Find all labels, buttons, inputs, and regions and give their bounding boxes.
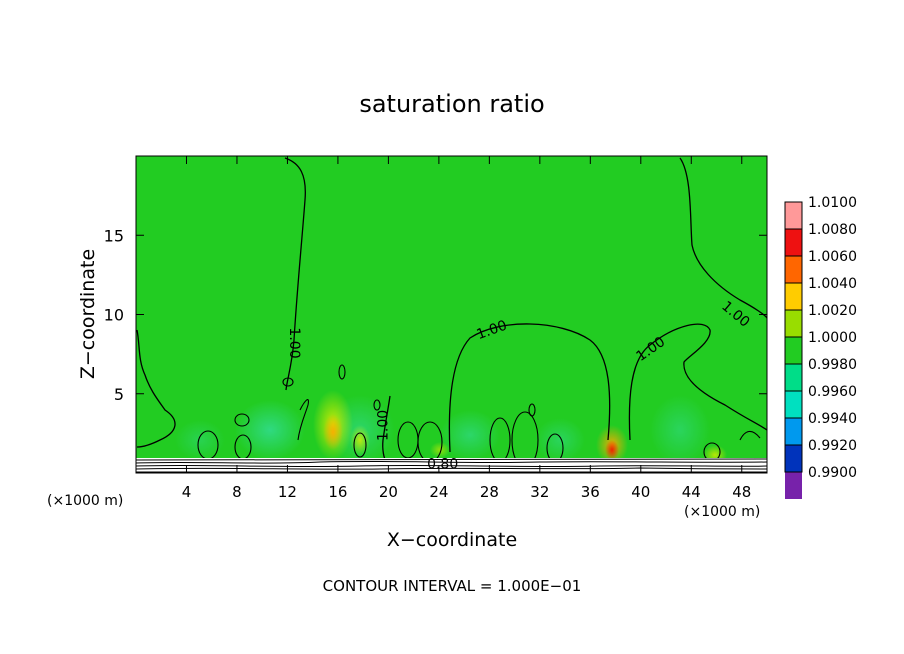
- x-tick-label: 4: [182, 483, 192, 501]
- colorbar-label: 1.0040: [808, 276, 857, 292]
- x-tick-label: 28: [480, 483, 499, 501]
- x-tick-label: 48: [732, 483, 751, 501]
- colorbar-label: 1.0000: [808, 330, 857, 346]
- x-unit-left: (×1000 m): [47, 493, 123, 509]
- contour-line: [297, 399, 309, 441]
- colorbar-swatch: [785, 391, 802, 418]
- x-unit-right: (×1000 m): [684, 504, 760, 520]
- colorbar-swatch: [785, 337, 802, 364]
- colorbar-swatch: [785, 310, 802, 337]
- colorbar-label: 1.0020: [808, 303, 857, 319]
- colorbar-swatch: [785, 472, 802, 499]
- colorbar-label: 0.9960: [808, 384, 857, 400]
- contour-line: [136, 467, 767, 470]
- colorbar-label: 0.9980: [808, 357, 857, 373]
- colorbar-label: 1.0100: [808, 195, 857, 211]
- contour-cell: [282, 377, 294, 387]
- contour-line: [136, 458, 767, 461]
- x-tick-label: 36: [581, 483, 600, 501]
- y-axis: 5 10 15: [104, 226, 767, 404]
- supersat-anomaly: [350, 425, 370, 455]
- plot-area: 1.00 1.001.001.001.000.80 4 8 12 16 20 24 28 32 3…: [104, 155, 768, 501]
- x-tick-label: 32: [530, 483, 549, 501]
- colorbar-label: 0.9900: [808, 465, 857, 481]
- contour-line: [136, 329, 176, 448]
- contour-line: [628, 323, 767, 441]
- contour-line: [284, 157, 306, 391]
- moist-anomaly: [440, 410, 500, 460]
- x-tick-label: 24: [429, 483, 448, 501]
- contour-label: 1.00: [375, 410, 391, 441]
- contour-line: [679, 157, 767, 319]
- moist-anomaly: [650, 395, 710, 465]
- supersat-anomaly: [430, 442, 450, 458]
- x-tick-label: 12: [278, 483, 297, 501]
- colorbar-swatch: [785, 418, 802, 445]
- moist-anomaly: [535, 418, 585, 462]
- x-axis-label: X−coordinate: [387, 529, 517, 551]
- x-axis: 4 8 12 16 20 24 28 32 36 40 44 48: [182, 156, 751, 501]
- x-tick-label: 40: [631, 483, 650, 501]
- y-axis-label: Z−coordinate: [77, 249, 99, 379]
- field-features: [136, 157, 767, 473]
- colorbar-swatch: [785, 229, 802, 256]
- colorbar-label: 1.0080: [808, 222, 857, 238]
- contour-cell: [373, 399, 381, 411]
- contour-line: [382, 395, 391, 463]
- contour-interval-note: CONTOUR INTERVAL = 1.000E−01: [323, 577, 582, 595]
- colorbar-label: 0.9940: [808, 411, 857, 427]
- contour-cell: [338, 364, 346, 380]
- contour-cell: [353, 432, 367, 458]
- contour-label: 0.80: [427, 456, 458, 472]
- contour-line: [448, 323, 611, 453]
- chart-title: saturation ratio: [359, 90, 544, 118]
- colorbar-swatch: [785, 364, 802, 391]
- supersat-anomaly: [323, 414, 343, 450]
- x-tick-label: 16: [328, 483, 347, 501]
- colorbar-swatch: [785, 283, 802, 310]
- x-tick-label: 8: [232, 483, 242, 501]
- colorbar-label: 1.0060: [808, 249, 857, 265]
- contour-label: 1.00: [286, 327, 302, 358]
- colorbar-swatch: [785, 256, 802, 283]
- contour-cell: [234, 413, 250, 427]
- contour-cell: [528, 403, 536, 417]
- y-tick-label: 5: [114, 385, 124, 404]
- moist-anomaly: [175, 420, 225, 460]
- contour-line: [136, 460, 767, 464]
- contour-line: [136, 464, 767, 468]
- x-tick-label: 44: [682, 483, 701, 501]
- supersat-anomaly: [605, 440, 619, 460]
- y-tick-label: 15: [104, 226, 124, 245]
- y-tick-label: 10: [104, 306, 124, 325]
- x-tick-label: 20: [379, 483, 398, 501]
- colorbar-label: 0.9920: [808, 438, 857, 454]
- colorbar-swatch: [785, 202, 802, 229]
- moist-anomaly: [235, 400, 305, 460]
- contour-line: [739, 430, 761, 441]
- colorbar: 1.0100 1.0080 1.0060 1.0040 1.0020 1.0000 0.99…: [784, 195, 857, 499]
- colorbar-swatch: [785, 445, 802, 472]
